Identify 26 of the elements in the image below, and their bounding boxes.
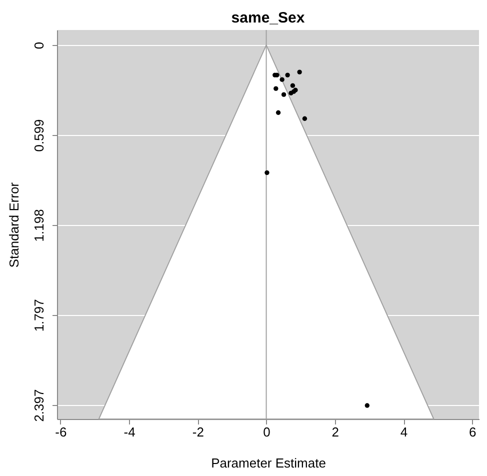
x-tick-label: -4 — [124, 424, 136, 440]
x-tick-label: 6 — [469, 424, 476, 440]
point — [276, 110, 281, 115]
point — [264, 170, 270, 176]
x-tick-label: -2 — [192, 424, 204, 440]
y-axis-title: Standard Error — [6, 182, 22, 268]
point — [280, 77, 284, 82]
point — [274, 86, 278, 91]
x-tick-label: -6 — [55, 424, 67, 440]
y-tick-label: 2.397 — [32, 389, 46, 422]
point — [364, 403, 370, 408]
point — [285, 72, 290, 78]
x-tick-label: 4 — [400, 424, 408, 440]
point — [302, 116, 308, 121]
y-tick-label: 1.797 — [32, 299, 46, 332]
point — [281, 92, 286, 97]
chart-title: same_Sex — [231, 10, 306, 26]
y-tick-label: 1.198 — [32, 209, 46, 242]
x-axis-title: Parameter Estimate — [211, 456, 326, 470]
point — [290, 83, 296, 88]
y-tick-label: 0 — [32, 42, 46, 50]
x-tick-label: 2 — [332, 424, 340, 440]
point — [297, 70, 302, 74]
y-tick-label: 0.599 — [32, 119, 46, 152]
x-tick-label: 0 — [263, 424, 270, 440]
point — [288, 90, 294, 96]
